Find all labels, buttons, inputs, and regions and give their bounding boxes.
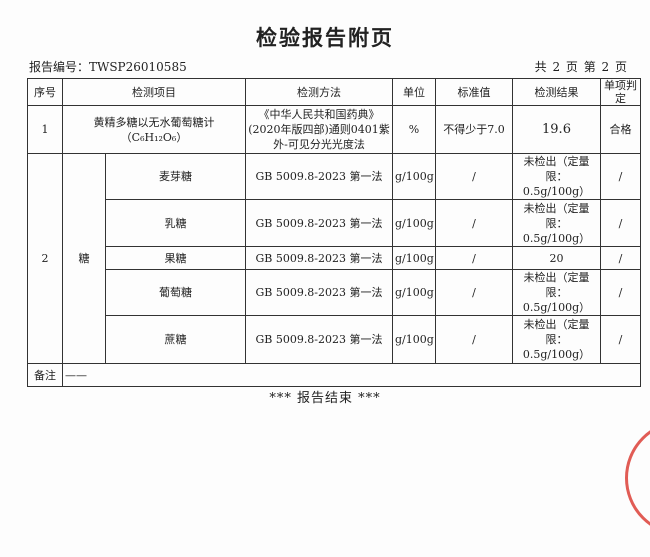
page-title: 检验报告附页	[256, 25, 394, 50]
cell-category: 糖	[62, 153, 106, 364]
cell-item: 葡萄糖	[105, 269, 246, 316]
header-cell: 单项判定	[600, 78, 641, 106]
cell-judgement: 合格	[600, 105, 641, 154]
table-row: 2 糖 麦芽糖 GB 5009.8-2023 第一法 g/100g / 未检出（…	[27, 153, 641, 364]
cell-method: GB 5009.8-2023 第一法	[245, 153, 393, 200]
cell-standard: /	[435, 199, 513, 247]
remarks-value: ——	[62, 363, 641, 387]
cell-result: 未检出（定量限：0.5g/100g）	[512, 153, 601, 200]
cell-method: GB 5009.8-2023 第一法	[245, 199, 393, 247]
cell-judgement: /	[600, 153, 641, 200]
cell-unit: g/100g	[392, 246, 436, 270]
report-number: 报告编号：TWSP26010585	[29, 60, 187, 74]
cell-unit: g/100g	[392, 269, 436, 316]
table-row: 果糖 GB 5009.8-2023 第一法 g/100g / 20 /	[28, 246, 641, 270]
cell-standard: /	[435, 153, 513, 200]
remarks-label: 备注	[27, 363, 63, 387]
header-cell: 标准值	[435, 78, 513, 106]
cell-method: 《中华人民共和国药典》(2020年版四部)通则0401紫外-可见分光光度法	[245, 105, 393, 154]
header-row: 序号 检测项目 检测方法 单位 标准值 检测结果 单项判定	[27, 78, 641, 106]
header-cell: 检测项目	[62, 78, 246, 106]
header-cell: 单位	[392, 78, 436, 106]
table-row: 蔗糖 GB 5009.8-2023 第一法 g/100g / 未检出（定量限：0…	[28, 315, 641, 364]
cell-item: 蔗糖	[105, 315, 246, 364]
official-seal-stamp	[625, 420, 650, 536]
cell-standard: /	[435, 246, 513, 270]
cell-judgement: /	[600, 199, 641, 247]
cell-unit: g/100g	[392, 199, 436, 247]
cell-method: GB 5009.8-2023 第一法	[245, 315, 393, 364]
results-table: 序号 检测项目 检测方法 单位 标准值 检测结果 单项判定 1 黄精多糖以无水葡…	[27, 78, 641, 387]
cell-no: 2	[27, 153, 63, 364]
table-row: 葡萄糖 GB 5009.8-2023 第一法 g/100g / 未检出（定量限：…	[28, 269, 641, 316]
cell-item: 果糖	[105, 246, 246, 270]
cell-unit: g/100g	[392, 153, 436, 200]
cell-unit: g/100g	[392, 315, 436, 364]
cell-result: 未检出（定量限：0.5g/100g）	[512, 199, 601, 247]
header-cell: 检测结果	[512, 78, 601, 106]
remarks-row: 备注 ——	[27, 363, 641, 387]
table-row: 乳糖 GB 5009.8-2023 第一法 g/100g / 未检出（定量限：0…	[28, 199, 641, 247]
cell-judgement: /	[600, 315, 641, 364]
page-info: 共 2 页 第 2 页	[534, 60, 628, 74]
header-cell: 检测方法	[245, 78, 393, 106]
cell-no: 1	[27, 105, 63, 154]
cell-method: GB 5009.8-2023 第一法	[245, 246, 393, 270]
cell-standard: /	[435, 269, 513, 316]
cell-method: GB 5009.8-2023 第一法	[245, 269, 393, 316]
cell-standard: 不得少于7.0	[435, 105, 513, 154]
cell-judgement: /	[600, 246, 641, 270]
cell-item: 黄精多糖以无水葡萄糖计（C₆H₁₂O₆）	[62, 105, 246, 154]
cell-result: 19.6	[512, 105, 601, 154]
report-end-text: *** 报告结束 ***	[269, 391, 381, 406]
table-row: 1 黄精多糖以无水葡萄糖计（C₆H₁₂O₆） 《中华人民共和国药典》(2020年…	[27, 105, 641, 154]
cell-item: 乳糖	[105, 199, 246, 247]
cell-item: 麦芽糖	[105, 153, 246, 200]
header-cell: 序号	[27, 78, 63, 106]
cell-result: 未检出（定量限：0.5g/100g）	[512, 315, 601, 364]
cell-judgement: /	[600, 269, 641, 316]
cell-result: 20	[512, 246, 601, 270]
cell-standard: /	[435, 315, 513, 364]
cell-result: 未检出（定量限：0.5g/100g）	[512, 269, 601, 316]
cell-unit: %	[392, 105, 436, 154]
